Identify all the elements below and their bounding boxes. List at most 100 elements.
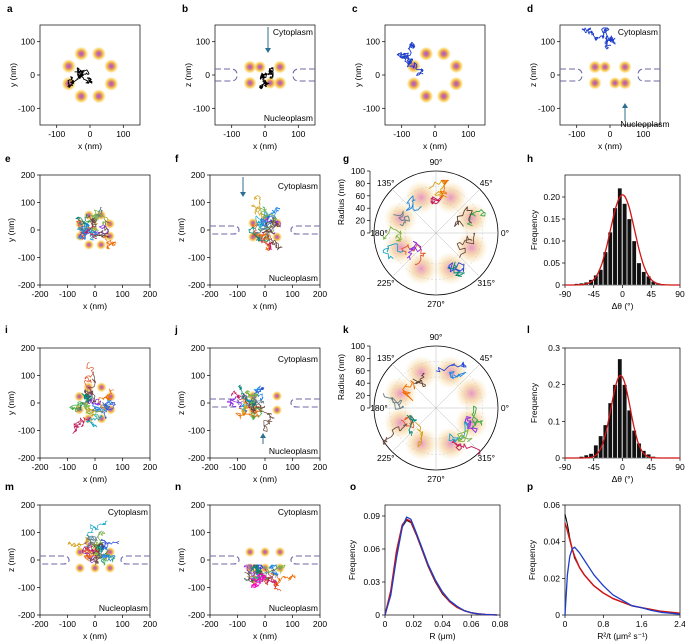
y-axis-label: z (nm)	[528, 63, 538, 87]
annotation-cytoplasm: Cytoplasm	[273, 27, 313, 37]
x-tick-label: 200	[313, 619, 327, 629]
x-tick-label: -200	[31, 462, 48, 472]
trajectory	[415, 421, 424, 448]
trajectory	[103, 235, 117, 250]
hist-bar	[612, 207, 618, 286]
annotation-nucleoplasm: Nucleoplasm	[269, 603, 318, 613]
trajectory	[86, 215, 98, 228]
trajectory	[100, 546, 116, 562]
x-tick-label: 100	[285, 462, 299, 472]
y-axis-label: Radius (nm)	[336, 179, 346, 225]
x-tick-label: 200	[143, 462, 157, 472]
x-tick-label: 0	[93, 462, 98, 472]
trajectory	[96, 220, 110, 238]
trajectory	[255, 228, 271, 242]
y-tick-label: 0.10	[543, 236, 560, 246]
y-tick-label: 0	[30, 398, 35, 408]
x-tick-label: 100	[115, 462, 129, 472]
nup-density	[454, 376, 489, 411]
hist-bar	[641, 271, 647, 286]
annotation-nucleoplasm: Nucleoplasm	[99, 603, 148, 613]
plot-frame	[39, 504, 151, 616]
hist-bar	[631, 240, 637, 286]
trajectory	[74, 69, 90, 78]
nup-density	[433, 180, 468, 215]
angle-label: 0°	[501, 403, 509, 413]
x-tick-label: 100	[285, 619, 299, 629]
trajectory	[248, 226, 269, 243]
panel-letter: f	[175, 154, 179, 165]
trajectory	[85, 414, 103, 428]
trajectory	[88, 371, 97, 404]
trajectory	[406, 414, 417, 436]
polar-spoke	[435, 363, 481, 409]
nup-dot	[74, 46, 89, 61]
nuclear-envelope	[210, 398, 240, 408]
annotation-nucleoplasm: Nucleoplasm	[269, 446, 318, 456]
nup-dot	[245, 547, 255, 557]
x-tick-label: -100	[229, 289, 246, 299]
y-tick-label: 100	[21, 198, 35, 208]
panel-f: -200 -100 0 100 200 200 100 0 -100 -200 x (nm) z (n…	[176, 170, 327, 311]
panel-letter: n	[175, 482, 181, 493]
y-tick-label: -100	[18, 426, 35, 436]
hist-bar	[622, 203, 627, 286]
angle-label: 90°	[430, 332, 443, 342]
trajectory	[456, 232, 476, 258]
y-tick-label: -200	[18, 453, 35, 463]
x-tick-label: 45	[647, 462, 657, 472]
y-tick-label: 0.05	[543, 258, 560, 268]
y-tick-label: 0	[375, 610, 380, 620]
angle-label: 180°	[370, 403, 388, 413]
plot-frame	[209, 347, 321, 459]
nup-dot	[75, 563, 85, 573]
x-tick-label: 100	[285, 289, 299, 299]
y-tick-label: -100	[18, 103, 35, 113]
series-fit-red	[384, 518, 498, 616]
y-tick-label: 0.1	[548, 416, 560, 426]
x-tick-label: 0	[620, 462, 625, 472]
r-tick-label: 80	[356, 178, 366, 188]
nuclear-envelope	[290, 225, 320, 235]
trajectory	[69, 401, 84, 412]
y-tick-label: 200	[191, 500, 205, 510]
y-tick-label: 100	[366, 37, 380, 47]
y-tick-label: -200	[18, 280, 35, 290]
annotation-cytoplasm: Cytoplasm	[618, 27, 658, 37]
y-tick-label: 100	[21, 37, 35, 47]
x-tick-label: -100	[59, 462, 76, 472]
trajectory	[83, 402, 102, 415]
x-axis-label: Δθ (°)	[612, 474, 634, 484]
trajectory	[76, 67, 93, 84]
panel-o: 0 0.02 0.04 0.06 0.08 0.09 0.06 0.03 0 R (μm) Freq…	[347, 504, 509, 641]
trajectory	[263, 564, 286, 574]
x-axis-label: x (nm)	[83, 301, 107, 311]
y-tick-label: 0	[30, 555, 35, 565]
x-axis-label: x (nm)	[78, 141, 102, 151]
panel-j: -200 -100 0 100 200 200 100 0 -100 -200 x (nm) z (n…	[176, 343, 327, 484]
annotation-cytoplasm: Cytoplasm	[278, 507, 318, 517]
trajectory	[396, 41, 424, 76]
hist-bar	[617, 188, 623, 286]
r-tick-label: 0	[360, 403, 365, 413]
plot-frame	[209, 174, 321, 286]
annotation-nucleoplasm: Nucleoplasm	[264, 113, 313, 123]
x-axis-label: x (nm)	[253, 474, 277, 484]
y-tick-label: 0.02	[543, 573, 560, 583]
y-tick-label: -200	[188, 453, 205, 463]
trajectory	[454, 206, 473, 227]
nup-dot	[74, 391, 85, 402]
x-tick-label: 100	[115, 289, 129, 299]
trajectory	[382, 393, 405, 410]
trajectory	[436, 361, 467, 373]
trajectory	[76, 217, 92, 234]
y-axis-label: z (nm)	[176, 548, 186, 572]
panel-letter: o	[350, 482, 356, 493]
y-axis-label: z (nm)	[176, 218, 186, 242]
trajectory	[457, 428, 473, 443]
angle-label: 270°	[427, 474, 445, 484]
x-tick-label: 0.08	[492, 619, 509, 629]
x-tick-label: 200	[313, 289, 327, 299]
r-tick-label: 80	[356, 353, 366, 363]
y-tick-label: 100	[21, 371, 35, 381]
